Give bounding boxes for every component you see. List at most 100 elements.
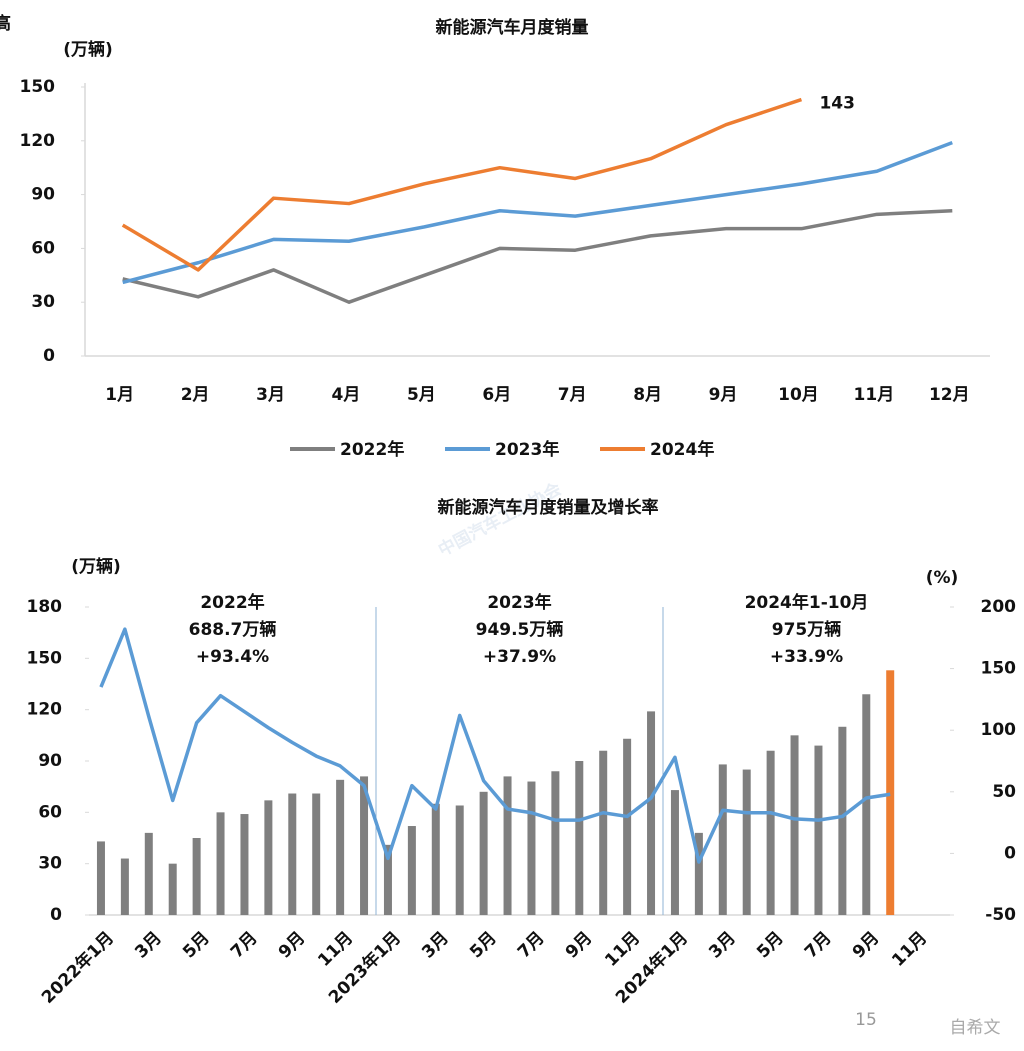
y-tick-label: 0 <box>43 346 55 366</box>
x-tick-label: 10月 <box>778 385 819 405</box>
period-summary: 975万辆 <box>772 619 842 640</box>
y2-tick-label: 0 <box>1004 843 1016 863</box>
x-tick-label: 11月 <box>854 385 895 405</box>
cropped-heading: 高 <box>0 13 11 34</box>
bar <box>551 771 560 915</box>
y-tick-label: 90 <box>38 751 62 771</box>
y-tick-label: 30 <box>38 854 62 874</box>
x-tick-label: 5月 <box>466 928 501 963</box>
x-tick-label: 11月 <box>314 928 357 971</box>
y-tick-label: 180 <box>27 597 63 617</box>
x-tick-label: 1月 <box>105 385 134 405</box>
x-tick-label: 7月 <box>227 928 262 963</box>
legend-label: 2022年 <box>340 439 404 460</box>
y-tick-label: 90 <box>31 185 55 205</box>
bar <box>886 670 895 915</box>
y-tick-label: 120 <box>27 700 63 720</box>
source-watermark: 自希文 <box>950 1018 1001 1038</box>
bar <box>216 812 225 915</box>
x-tick-label: 5月 <box>179 928 214 963</box>
bar <box>312 793 321 915</box>
bar <box>694 832 703 915</box>
legend-label: 2023年 <box>495 439 559 460</box>
bar <box>120 858 129 915</box>
series-line <box>122 140 953 285</box>
x-tick-label: 8月 <box>633 385 662 405</box>
bar <box>479 791 488 915</box>
y-tick-label: 150 <box>27 648 63 668</box>
x-tick-label: 11月 <box>888 928 931 971</box>
y2-tick-label: 150 <box>981 659 1017 679</box>
bar <box>264 800 273 915</box>
y2-tick-label: 200 <box>981 597 1017 617</box>
bar <box>718 764 727 915</box>
bar <box>431 803 440 915</box>
chart-title: 新能源汽车月度销量 <box>436 17 589 38</box>
x-tick-label: 9月 <box>709 385 738 405</box>
period-summary: 2023年 <box>487 592 551 613</box>
x-tick-label: 11月 <box>601 928 644 971</box>
bar <box>670 790 679 915</box>
y2-tick-label: 100 <box>981 720 1017 740</box>
x-tick-label: 7月 <box>514 928 549 963</box>
bar <box>240 814 249 915</box>
x-tick-label: 9月 <box>562 928 597 963</box>
x-tick-label: 7月 <box>558 385 587 405</box>
x-tick-label: 7月 <box>801 928 836 963</box>
data-label: 143 <box>819 94 855 114</box>
x-tick-label: 4月 <box>332 385 361 405</box>
bar <box>383 844 392 915</box>
bar <box>575 761 584 915</box>
series-line <box>122 208 953 304</box>
x-tick-label: 12月 <box>929 385 970 405</box>
period-summary: +33.9% <box>770 647 843 667</box>
series-line <box>121 97 803 272</box>
bar <box>742 769 751 915</box>
x-tick-label: 3月 <box>418 928 453 963</box>
period-summary: +93.4% <box>196 647 269 667</box>
series-line <box>99 627 891 864</box>
bar <box>527 781 536 915</box>
x-tick-label: 3月 <box>131 928 166 963</box>
y-tick-label: 0 <box>50 905 62 925</box>
watermark: 中国汽车工业协会 <box>435 478 565 560</box>
bar <box>192 838 201 915</box>
bar <box>96 841 105 915</box>
bar <box>288 793 297 915</box>
bar <box>144 832 153 915</box>
bar <box>360 776 369 915</box>
x-tick-label: 2月 <box>181 385 210 405</box>
x-tick-label: 9月 <box>849 928 884 963</box>
bar <box>599 750 608 915</box>
bar <box>766 750 775 915</box>
y-tick-label: 120 <box>20 131 56 151</box>
x-tick-label: 6月 <box>482 385 511 405</box>
y-unit-label: (万辆) <box>63 39 113 60</box>
page-number: 15 <box>855 1010 877 1030</box>
bar <box>623 738 632 915</box>
y2-unit-label: (%) <box>926 568 959 588</box>
bar <box>790 735 799 915</box>
chart-title: 新能源汽车月度销量及增长率 <box>438 497 659 518</box>
period-summary: 688.7万辆 <box>189 619 277 640</box>
legend-label: 2024年 <box>650 439 714 460</box>
x-tick-label: 5月 <box>407 385 436 405</box>
bar <box>455 805 464 915</box>
bar <box>862 694 871 915</box>
bar <box>503 776 512 915</box>
period-summary: 2024年1-10月 <box>745 592 869 613</box>
x-tick-label: 5月 <box>753 928 788 963</box>
bar <box>647 711 656 915</box>
x-tick-label: 3月 <box>705 928 740 963</box>
y2-tick-label: -50 <box>985 905 1016 925</box>
y-tick-label: 60 <box>38 802 62 822</box>
x-tick-label: 3月 <box>256 385 285 405</box>
y-tick-label: 30 <box>31 292 55 312</box>
bar <box>336 779 345 915</box>
bar <box>814 745 823 915</box>
y-unit-label: (万辆) <box>71 556 121 577</box>
bar <box>838 726 847 915</box>
period-summary: 949.5万辆 <box>476 619 564 640</box>
bar <box>407 826 416 915</box>
